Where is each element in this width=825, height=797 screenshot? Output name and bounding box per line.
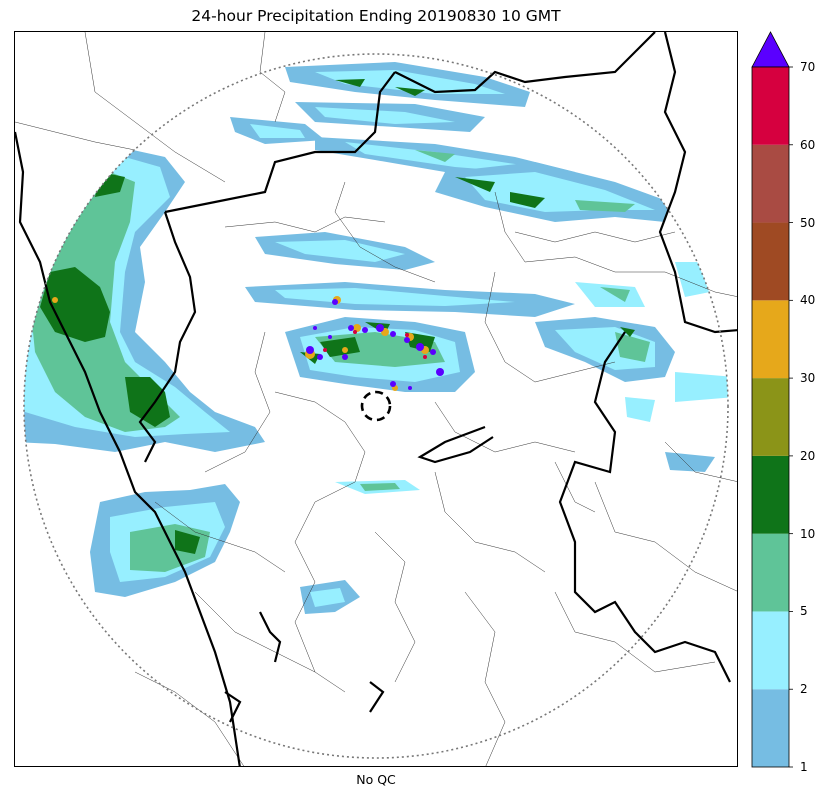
- radar-site-marker[interactable]: [360, 390, 392, 422]
- map-panel[interactable]: [14, 31, 738, 767]
- colorbar-tick-label: 20: [800, 448, 816, 463]
- colorbar-tick-label: 30: [800, 371, 816, 386]
- colorbar-tick-label: 50: [800, 215, 816, 230]
- precip-sw-cell-10: [175, 530, 200, 554]
- colorbar-tick-label: 2: [800, 682, 808, 697]
- precip-extreme-cells: [306, 299, 444, 390]
- precip-central-cluster-core: [320, 337, 360, 357]
- district-boundaries: [15, 32, 737, 766]
- state-boundaries: [15, 32, 737, 766]
- colorbar-bin: [752, 300, 789, 379]
- colorbar-bin: [752, 611, 789, 690]
- colorbar-tick-label: 1: [800, 760, 808, 774]
- colorbar-bin: [752, 455, 789, 534]
- colorbar-tick-label: 40: [800, 293, 816, 308]
- precipitation-field: [24, 62, 728, 614]
- radar-range-ring: [23, 53, 729, 759]
- colorbar: [751, 31, 793, 768]
- precipitation-map[interactable]: [15, 32, 738, 767]
- precip-west-band-10c: [125, 377, 170, 427]
- colorbar-outline: [751, 66, 790, 768]
- x-axis-label: No QC: [356, 772, 396, 787]
- colorbar-tick-label: 10: [800, 526, 816, 541]
- colorbar-tick-label: 60: [800, 137, 816, 152]
- coastline: [15, 131, 241, 766]
- chart-title: 24-hour Precipitation Ending 20190830 10…: [191, 7, 561, 25]
- colorbar-bin: [752, 144, 789, 223]
- colorbar-extend-triangle: [751, 31, 790, 68]
- colorbar-bin: [752, 67, 789, 145]
- colorbar-bin: [752, 378, 789, 456]
- colorbar-tick-label: 70: [800, 60, 816, 74]
- precip-west-band-10b: [40, 267, 110, 342]
- colorbar-tick-label: 5: [800, 604, 808, 619]
- colorbar-bin: [752, 689, 789, 767]
- colorbar-bin: [752, 222, 789, 301]
- colorbar-bin: [752, 533, 789, 612]
